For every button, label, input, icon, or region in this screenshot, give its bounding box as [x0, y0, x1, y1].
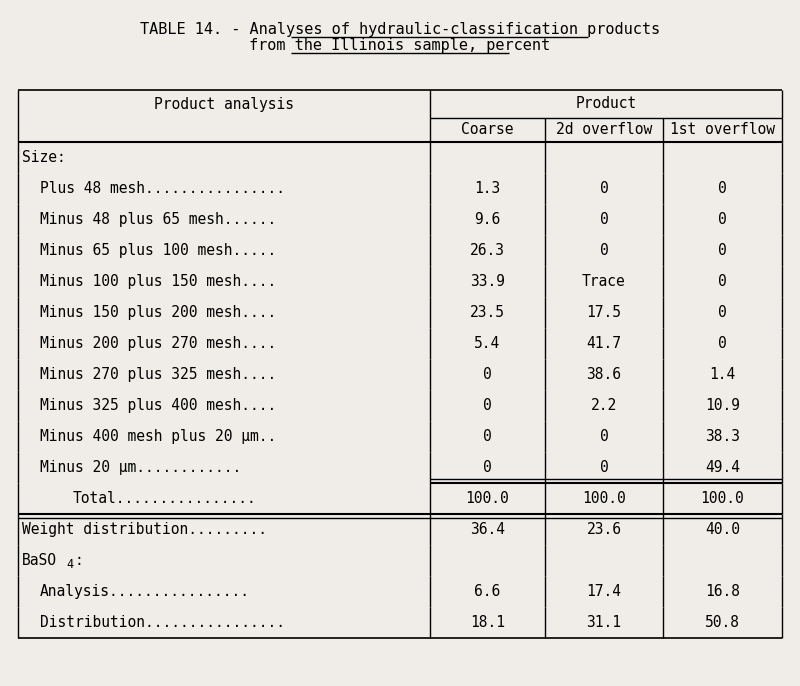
Text: 2.2: 2.2 — [591, 398, 617, 413]
Text: 0: 0 — [718, 336, 727, 351]
Text: 23.6: 23.6 — [586, 522, 622, 537]
Text: Minus 270 plus 325 mesh....: Minus 270 plus 325 mesh.... — [40, 367, 276, 382]
Text: :: : — [75, 553, 84, 568]
Text: 10.9: 10.9 — [705, 398, 740, 413]
Text: 5.4: 5.4 — [474, 336, 501, 351]
Text: 100.0: 100.0 — [701, 491, 744, 506]
Text: 0: 0 — [483, 367, 492, 382]
Text: 49.4: 49.4 — [705, 460, 740, 475]
Text: 0: 0 — [718, 181, 727, 196]
Text: 16.8: 16.8 — [705, 584, 740, 599]
Text: 26.3: 26.3 — [470, 243, 505, 258]
Text: 38.3: 38.3 — [705, 429, 740, 444]
Text: 23.5: 23.5 — [470, 305, 505, 320]
Text: 41.7: 41.7 — [586, 336, 622, 351]
Text: Minus 400 mesh plus 20 μm..: Minus 400 mesh plus 20 μm.. — [40, 429, 276, 444]
Text: 0: 0 — [718, 212, 727, 227]
Text: 4: 4 — [66, 558, 73, 571]
Text: 31.1: 31.1 — [586, 615, 622, 630]
Text: Minus 65 plus 100 mesh.....: Minus 65 plus 100 mesh..... — [40, 243, 276, 258]
Text: Total................: Total................ — [73, 491, 257, 506]
Text: 0: 0 — [600, 460, 608, 475]
Text: 1.3: 1.3 — [474, 181, 501, 196]
Text: 0: 0 — [718, 274, 727, 289]
Text: 40.0: 40.0 — [705, 522, 740, 537]
Text: 6.6: 6.6 — [474, 584, 501, 599]
Text: 0: 0 — [600, 243, 608, 258]
Text: Coarse: Coarse — [462, 123, 514, 137]
Text: 0: 0 — [600, 212, 608, 227]
Text: 0: 0 — [483, 398, 492, 413]
Text: 33.9: 33.9 — [470, 274, 505, 289]
Text: 2d overflow: 2d overflow — [556, 123, 652, 137]
Text: 100.0: 100.0 — [582, 491, 626, 506]
Text: 1.4: 1.4 — [710, 367, 736, 382]
Text: 50.8: 50.8 — [705, 615, 740, 630]
Text: 0: 0 — [483, 460, 492, 475]
Text: Product: Product — [575, 97, 637, 112]
Text: Size:: Size: — [22, 150, 66, 165]
Text: 0: 0 — [600, 181, 608, 196]
Text: 17.5: 17.5 — [586, 305, 622, 320]
Text: 38.6: 38.6 — [586, 367, 622, 382]
Text: Minus 325 plus 400 mesh....: Minus 325 plus 400 mesh.... — [40, 398, 276, 413]
Text: Plus 48 mesh................: Plus 48 mesh................ — [40, 181, 285, 196]
Text: 0: 0 — [600, 429, 608, 444]
Text: 0: 0 — [718, 243, 727, 258]
Text: 9.6: 9.6 — [474, 212, 501, 227]
Text: Trace: Trace — [582, 274, 626, 289]
Text: Weight distribution.........: Weight distribution......... — [22, 522, 267, 537]
Text: 18.1: 18.1 — [470, 615, 505, 630]
Text: 0: 0 — [483, 429, 492, 444]
Text: Minus 20 μm............: Minus 20 μm............ — [40, 460, 242, 475]
Text: Analysis................: Analysis................ — [40, 584, 250, 599]
Text: Minus 100 plus 150 mesh....: Minus 100 plus 150 mesh.... — [40, 274, 276, 289]
Text: Minus 150 plus 200 mesh....: Minus 150 plus 200 mesh.... — [40, 305, 276, 320]
Text: 100.0: 100.0 — [466, 491, 510, 506]
Text: Product analysis: Product analysis — [154, 97, 294, 112]
Text: 17.4: 17.4 — [586, 584, 622, 599]
Text: Minus 200 plus 270 mesh....: Minus 200 plus 270 mesh.... — [40, 336, 276, 351]
Text: BaSO: BaSO — [22, 553, 57, 568]
Text: 0: 0 — [718, 305, 727, 320]
Text: 1st overflow: 1st overflow — [670, 123, 775, 137]
Text: Distribution................: Distribution................ — [40, 615, 285, 630]
Text: 36.4: 36.4 — [470, 522, 505, 537]
Text: TABLE 14. - Analyses of hydraulic-classification products: TABLE 14. - Analyses of hydraulic-classi… — [140, 22, 660, 37]
Text: from the Illinois sample, percent: from the Illinois sample, percent — [250, 38, 550, 53]
Text: Minus 48 plus 65 mesh......: Minus 48 plus 65 mesh...... — [40, 212, 276, 227]
